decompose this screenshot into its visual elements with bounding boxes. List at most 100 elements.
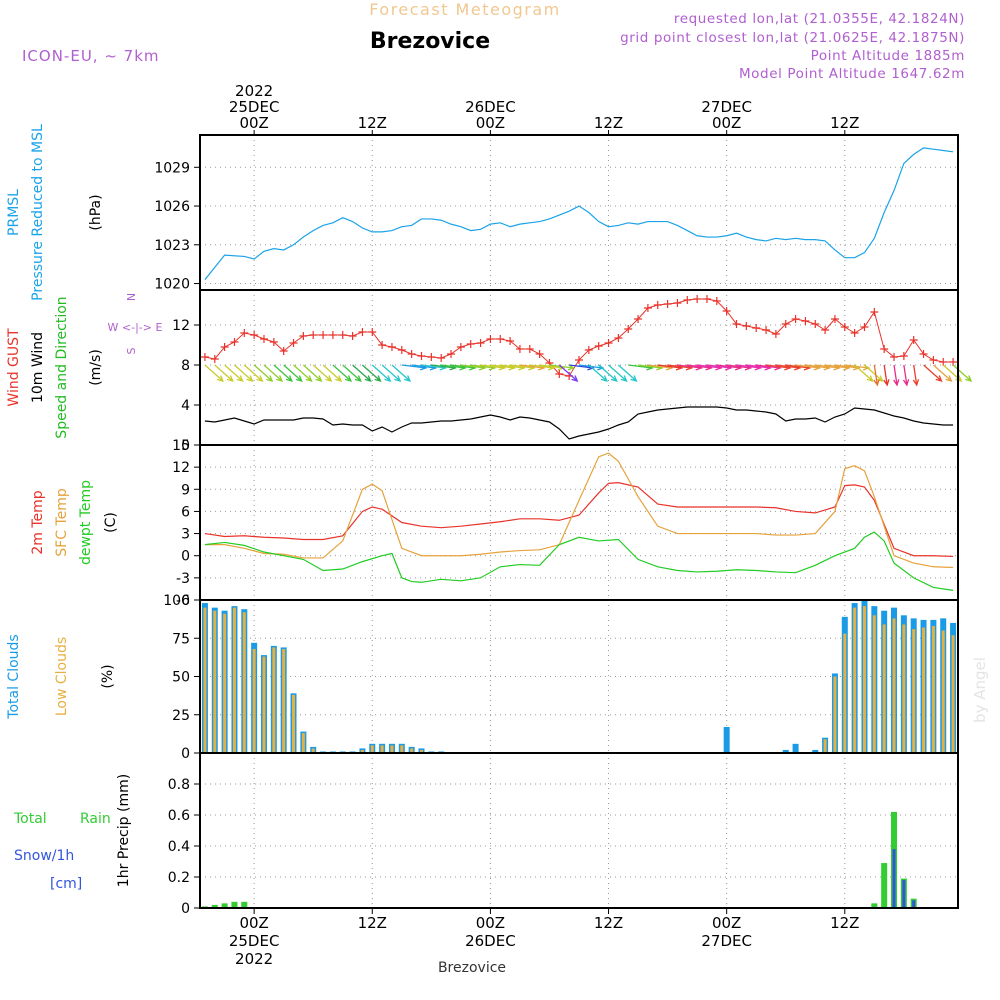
gust-marker	[535, 350, 544, 358]
gust-marker	[319, 331, 328, 339]
series-label: SFC Temp	[54, 488, 70, 557]
series-label: Speed and Direction	[54, 296, 70, 438]
gust-marker	[880, 345, 889, 353]
top-time-label: 12Z	[594, 114, 623, 132]
wind-direction-arrow	[204, 364, 225, 382]
y-tick-label: 12	[172, 460, 190, 476]
bottom-time-label: 26DEC	[465, 932, 516, 950]
low-cloud-bar	[272, 647, 276, 753]
gust-marker	[437, 354, 446, 362]
wind-direction-arrow	[902, 364, 910, 387]
low-cloud-bar	[282, 648, 286, 753]
low-cloud-bar	[203, 607, 207, 753]
model-altitude: Model Point Altitude 1647.62m	[739, 66, 965, 82]
wind-direction-arrow	[243, 364, 264, 382]
wind-speed-line	[204, 406, 954, 440]
gust-marker	[358, 328, 367, 336]
low-cloud-bar	[311, 748, 315, 753]
series-label: PRMSL	[6, 189, 22, 236]
gust-marker	[289, 339, 298, 347]
y-tick-label: 0	[181, 549, 190, 565]
y-tick-label: 1023	[154, 238, 190, 254]
gust-marker	[299, 332, 308, 340]
top-time-label: 2022	[235, 82, 273, 100]
location-title: Brezovice	[370, 29, 490, 54]
low-cloud-bar	[301, 733, 305, 753]
bottom-time-label: 27DEC	[701, 932, 752, 950]
low-cloud-bar	[213, 610, 217, 753]
gust-marker	[752, 324, 761, 332]
gust-marker	[791, 315, 800, 323]
gust-marker	[742, 322, 751, 330]
bottom-time-label: 12Z	[594, 914, 623, 932]
wind-direction-arrow	[361, 364, 382, 382]
y-tick-label: 50	[172, 670, 190, 686]
gust-marker	[250, 331, 259, 339]
y-tick-label: 1029	[154, 160, 190, 176]
panel-5: 0 0.2 0.4 0.6 0.8 1hr Precip (mm) Total Rain Sno…	[13, 752, 959, 917]
footer-location: Brezovice	[438, 960, 506, 976]
gust-marker	[328, 331, 337, 339]
gust-marker	[447, 350, 456, 358]
series-label: Total Clouds	[6, 634, 22, 719]
wind-direction-arrow	[283, 364, 303, 382]
gust-marker	[210, 355, 219, 363]
bottom-time-label: 25DEC	[229, 932, 280, 950]
rain-bar	[211, 904, 218, 908]
low-cloud-bar	[360, 749, 364, 753]
y-tick-label: 1020	[154, 277, 190, 293]
low-cloud-bar	[242, 612, 246, 753]
top-time-label: 12Z	[830, 114, 859, 132]
low-cloud-bar	[419, 749, 423, 753]
series-label: 2m Temp	[30, 490, 46, 554]
wind-direction-arrow	[558, 364, 579, 382]
rain-bar	[881, 863, 888, 908]
panel-1: 1020 1023 1026 1029 PRMSL Pressure Reduced to…	[6, 124, 959, 301]
gust-marker	[348, 332, 357, 340]
y-tick-label: 25	[172, 708, 190, 724]
unit-label: (hPa)	[88, 194, 104, 230]
total-cloud-bar	[792, 743, 799, 753]
low-cloud-bar	[862, 606, 866, 753]
wind-direction-arrow	[912, 364, 920, 387]
rain-bar	[871, 903, 878, 908]
gust-marker	[870, 308, 879, 316]
grid-point-coords: grid point closest lon,lat (21.0625E, 42…	[620, 30, 965, 46]
panel-4: 0 25 50 75 100 Total Clouds Low Clouds (%)	[6, 593, 959, 762]
gust-marker	[525, 345, 534, 353]
wind-direction-arrow	[293, 364, 313, 382]
gust-marker	[890, 353, 899, 361]
y-tick-label: 100	[163, 593, 190, 609]
wind-direction-arrow	[923, 364, 943, 382]
gust-marker	[909, 336, 918, 344]
wind-direction-arrow	[253, 364, 274, 382]
panel-2: 0 4 8 12 Wind GUST 10m Wind Speed and Directio…	[6, 289, 973, 454]
y-tick-label: 0.2	[168, 870, 190, 886]
snow-label: Snow/1h	[14, 848, 74, 864]
gust-marker	[722, 307, 731, 315]
low-cloud-bar	[262, 656, 266, 753]
gust-marker	[575, 356, 583, 364]
gust-marker	[309, 331, 318, 339]
gust-marker	[663, 300, 672, 308]
wind-direction-arrow	[608, 364, 628, 382]
series-label: 10m Wind	[30, 332, 46, 403]
gust-marker	[683, 296, 692, 304]
low-cloud-bar	[931, 626, 935, 753]
gust-marker	[899, 352, 908, 360]
total-cloud-bar	[812, 749, 819, 753]
gust-marker	[830, 315, 839, 323]
top-time-label: 00Z	[239, 114, 268, 132]
gust-marker	[860, 323, 869, 331]
top-time-label: 12Z	[358, 114, 387, 132]
y-tick-label: 9	[181, 482, 190, 498]
gust-marker	[220, 343, 229, 351]
y-tick-label: 0	[181, 901, 190, 917]
temp-line-2	[204, 452, 954, 569]
low-cloud-bar	[223, 613, 227, 753]
gust-marker	[259, 335, 268, 343]
wind-direction-arrow	[893, 364, 900, 387]
wind-direction-arrow	[302, 364, 323, 382]
wind-direction-arrow	[332, 364, 353, 382]
